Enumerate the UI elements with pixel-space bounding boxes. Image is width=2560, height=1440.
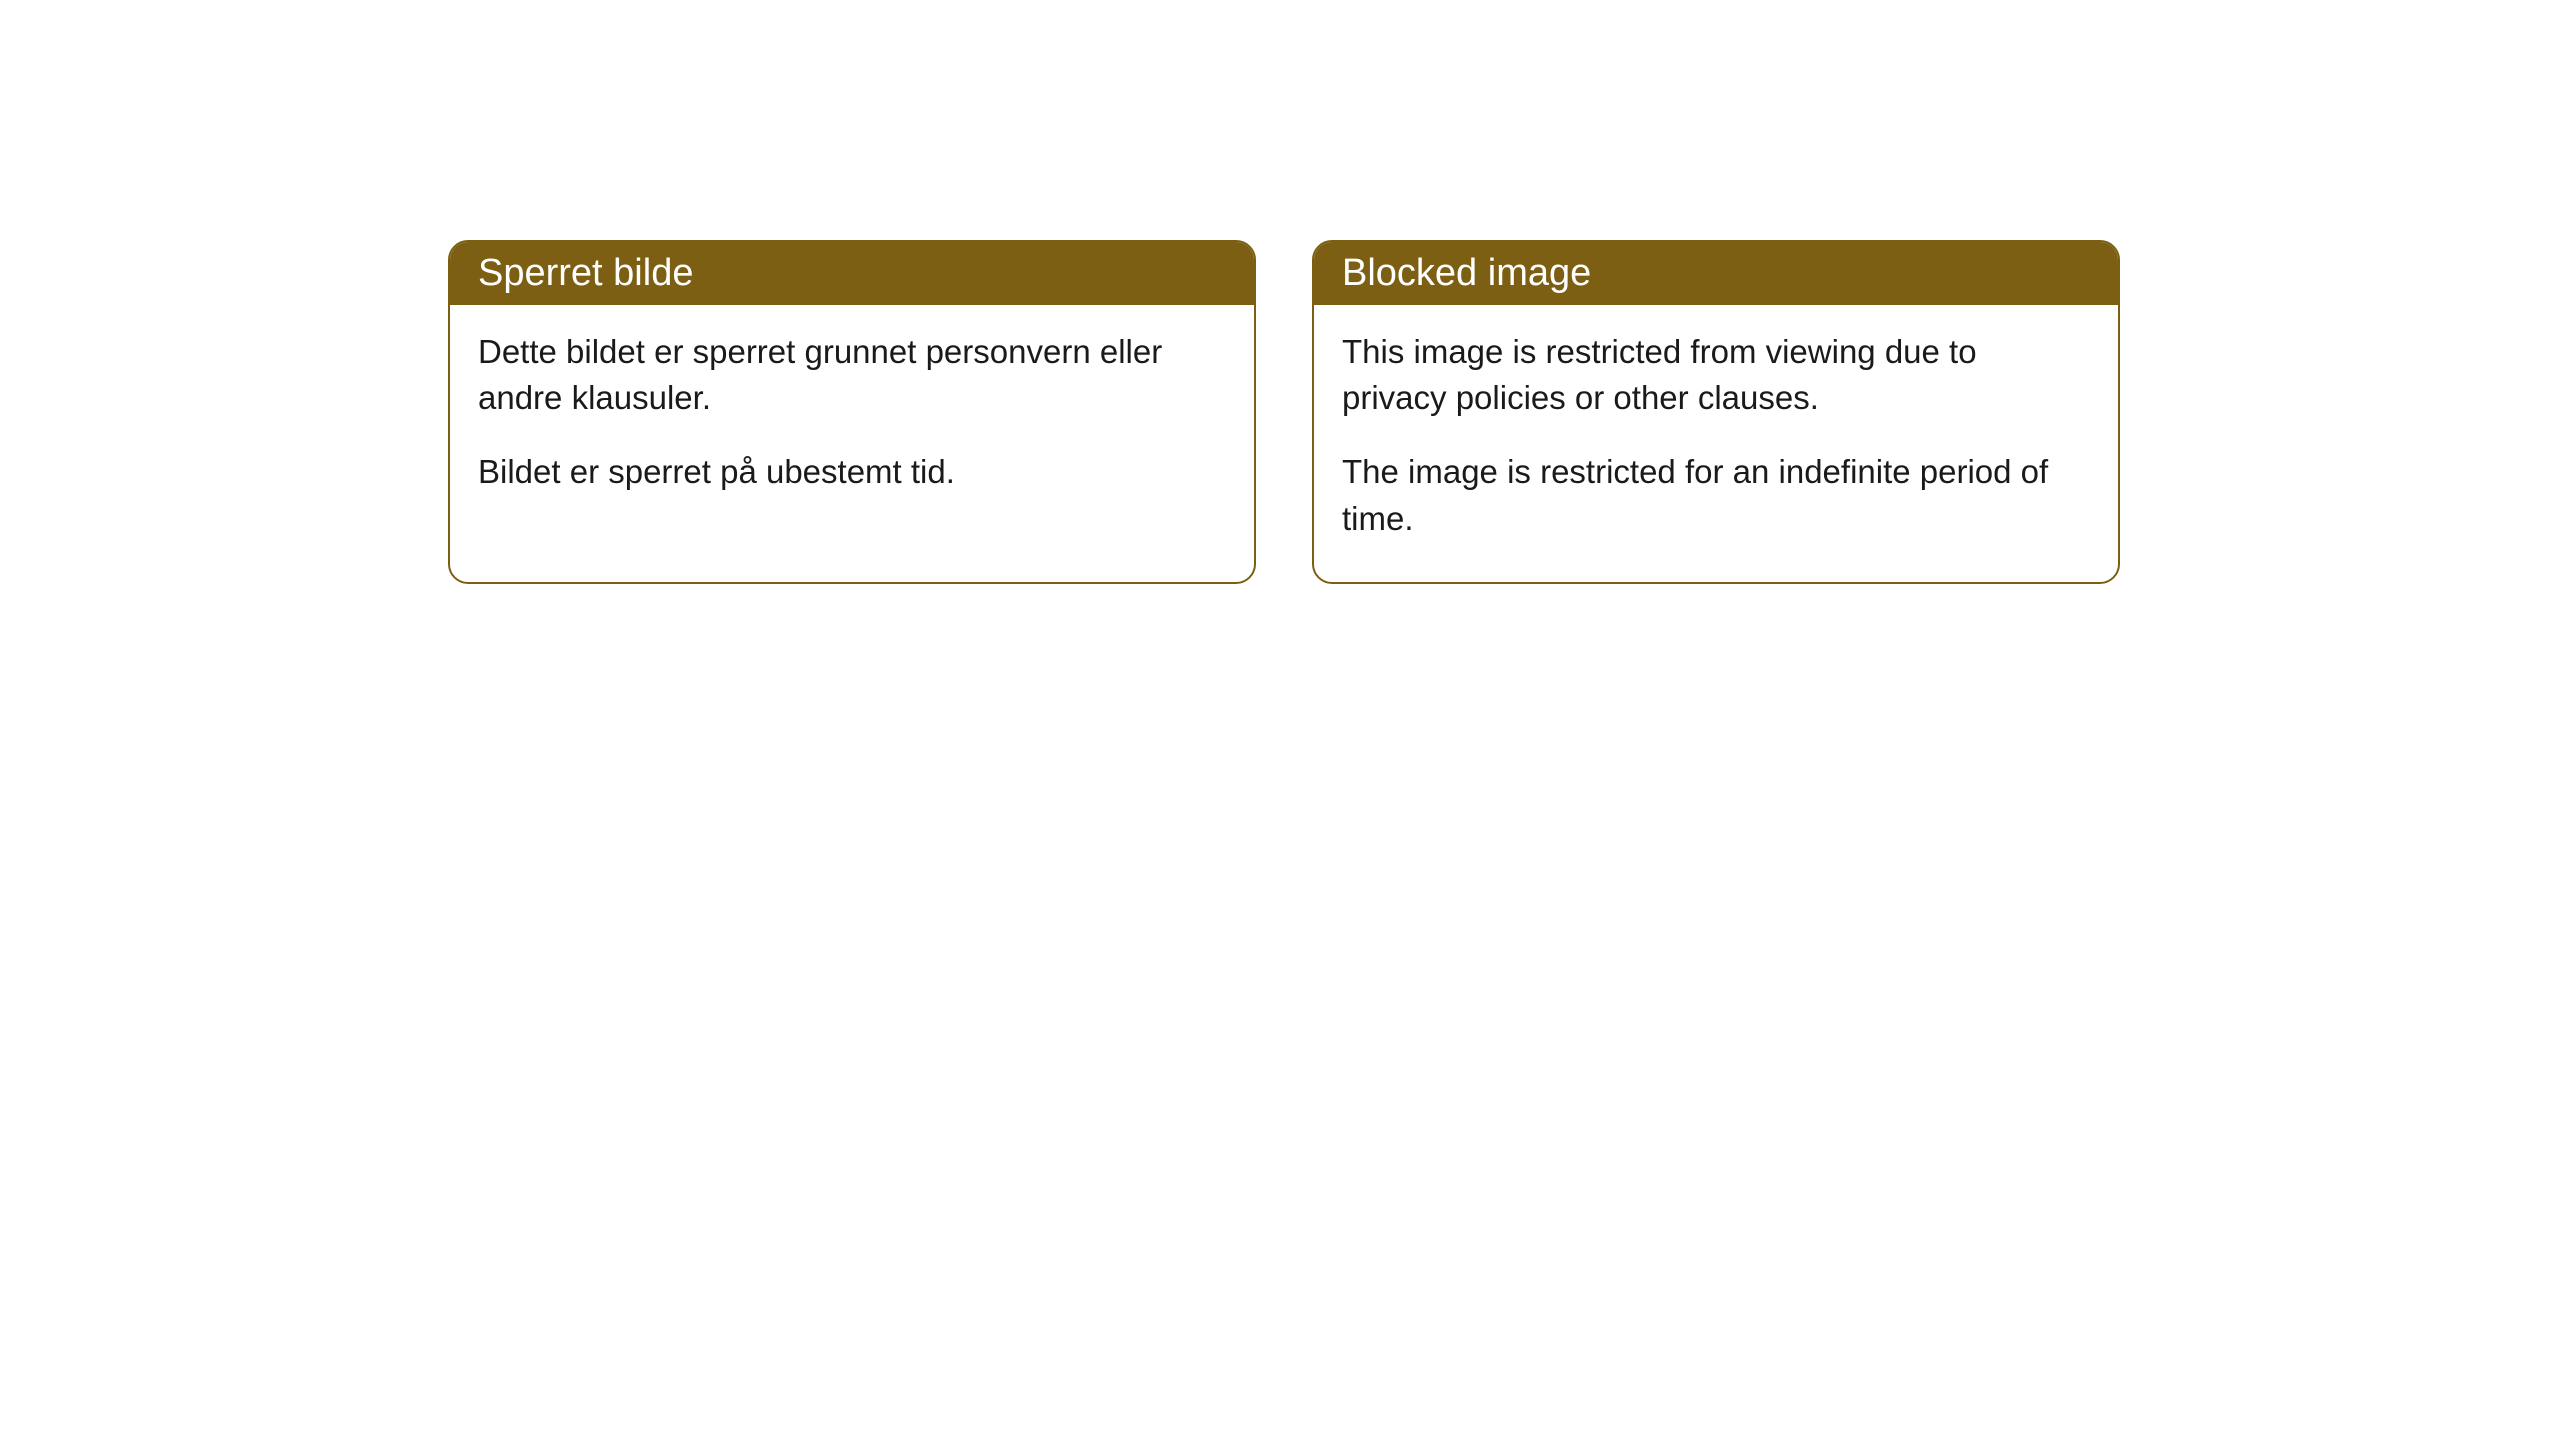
card-paragraph-1-norwegian: Dette bildet er sperret grunnet personve… xyxy=(478,329,1226,421)
card-title-english: Blocked image xyxy=(1342,252,1591,294)
card-header-norwegian: Sperret bilde xyxy=(450,242,1254,305)
card-body-norwegian: Dette bildet er sperret grunnet personve… xyxy=(450,305,1254,536)
card-title-norwegian: Sperret bilde xyxy=(478,252,693,294)
card-paragraph-1-english: This image is restricted from viewing du… xyxy=(1342,329,2090,421)
card-body-english: This image is restricted from viewing du… xyxy=(1314,305,2118,582)
card-paragraph-2-english: The image is restricted for an indefinit… xyxy=(1342,449,2090,541)
notice-cards-container: Sperret bilde Dette bildet er sperret gr… xyxy=(448,240,2120,584)
blocked-image-card-norwegian: Sperret bilde Dette bildet er sperret gr… xyxy=(448,240,1256,584)
card-header-english: Blocked image xyxy=(1314,242,2118,305)
blocked-image-card-english: Blocked image This image is restricted f… xyxy=(1312,240,2120,584)
card-paragraph-2-norwegian: Bildet er sperret på ubestemt tid. xyxy=(478,449,1226,495)
